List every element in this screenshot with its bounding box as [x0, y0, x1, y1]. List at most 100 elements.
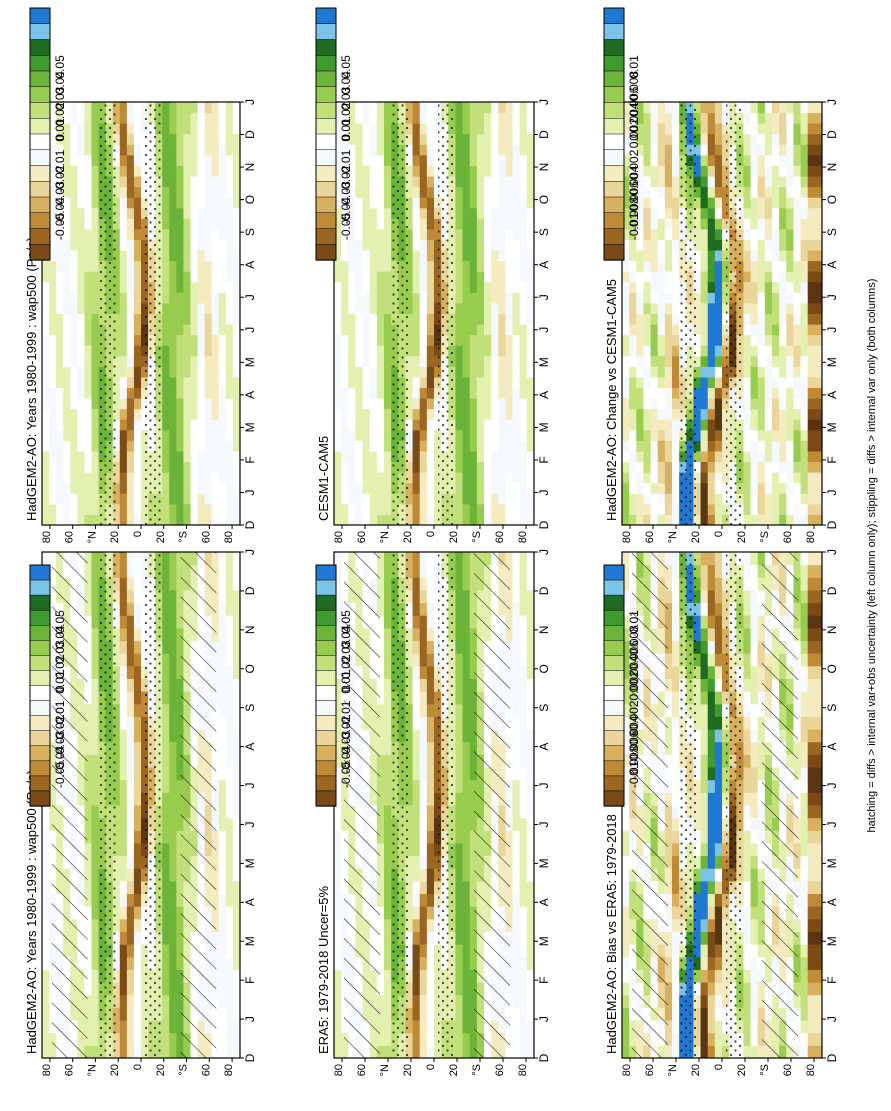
- heatmap-cell: [334, 893, 342, 907]
- heatmap-cell: [491, 493, 499, 505]
- heatmap-cell: [218, 653, 227, 667]
- heatmap-cell: [526, 514, 535, 526]
- stippling-nh: [97, 552, 118, 1058]
- x-tick-label: F: [537, 976, 551, 983]
- heatmap-cell: [126, 387, 135, 399]
- heatmap-cell: [526, 602, 535, 616]
- heatmap-cell: [505, 218, 514, 230]
- heatmap-cell: [162, 589, 170, 604]
- colorbar-swatch: [315, 685, 337, 702]
- heatmap-cell: [362, 461, 371, 473]
- heatmap-cell: [476, 281, 485, 293]
- colorbar-label: -0.02: [339, 165, 353, 193]
- heatmap-cell: [376, 461, 385, 473]
- heatmap-cell: [49, 292, 57, 304]
- heatmap-cell: [225, 855, 234, 869]
- heatmap-cell: [412, 493, 421, 505]
- heatmap-cell: [455, 678, 464, 692]
- heatmap-cell: [498, 461, 506, 473]
- heatmap-cell: [141, 355, 149, 367]
- heatmap-cell: [225, 691, 234, 705]
- heatmap-cell: [469, 440, 478, 452]
- heatmap-cell: [505, 503, 514, 515]
- heatmap-cell: [232, 969, 241, 983]
- heatmap-cell: [334, 281, 342, 293]
- heatmap-cell: [434, 112, 442, 124]
- heatmap-cell: [133, 112, 142, 124]
- heatmap-cell: [218, 398, 227, 410]
- heatmap-cell: [505, 165, 514, 177]
- heatmap-cell: [91, 440, 100, 452]
- heatmap-cell: [119, 716, 128, 730]
- heatmap-cell: [141, 514, 149, 526]
- heatmap-cell: [133, 514, 142, 526]
- heatmap-cell: [133, 703, 142, 717]
- heatmap-cell: [376, 450, 385, 463]
- heatmap-cell: [412, 102, 421, 114]
- heatmap-cell: [512, 123, 521, 135]
- heatmap-cell: [519, 461, 528, 473]
- heatmap-cell: [225, 956, 234, 970]
- heatmap-cell: [225, 1007, 234, 1021]
- heatmap-cell: [204, 482, 213, 494]
- heatmap-cell: [225, 931, 234, 945]
- heatmap-cell: [512, 260, 521, 272]
- heatmap-cell: [526, 292, 535, 304]
- heatmap-cell: [384, 450, 392, 463]
- heatmap-cell: [77, 514, 85, 526]
- heatmap-cell: [126, 112, 135, 124]
- heatmap-cell: [526, 691, 535, 705]
- heatmap-cell: [376, 398, 385, 410]
- heatmap-cell: [419, 589, 428, 604]
- heatmap-cell: [462, 472, 471, 484]
- heatmap-cell: [498, 313, 506, 325]
- colorbar-label: 0: [339, 134, 353, 141]
- heatmap-cell: [412, 779, 421, 793]
- heatmap-cell: [169, 640, 177, 654]
- heatmap-cell: [91, 906, 100, 920]
- heatmap-cell: [197, 366, 206, 378]
- heatmap-cell: [362, 207, 371, 219]
- heatmap-cell: [232, 944, 241, 958]
- heatmap-cell: [42, 419, 50, 431]
- heatmap-cell: [169, 982, 177, 996]
- heatmap-cell: [91, 165, 100, 177]
- heatmap-cell: [141, 366, 149, 378]
- heatmap-cell: [133, 691, 142, 705]
- heatmap-cell: [84, 324, 92, 336]
- heatmap-cell: [225, 440, 234, 452]
- heatmap-cell: [218, 1020, 227, 1034]
- heatmap-cell: [455, 754, 464, 768]
- colorbar-swatch: [29, 655, 51, 672]
- heatmap-cell: [197, 419, 206, 431]
- heatmap-cell: [455, 472, 464, 484]
- heatmap-cell: [519, 678, 528, 692]
- heatmap-cell: [176, 906, 184, 920]
- heatmap-cell: [42, 830, 50, 844]
- heatmap-cell: [622, 944, 630, 958]
- heatmap-cell: [334, 994, 342, 1008]
- heatmap-cell: [141, 429, 149, 441]
- heatmap-cell: [232, 994, 241, 1008]
- heatmap-cell: [42, 855, 50, 869]
- heatmap-cell: [84, 779, 92, 793]
- heatmap-cell: [141, 640, 149, 654]
- heatmap-cell: [169, 767, 177, 781]
- colorbar-swatch: [29, 715, 51, 732]
- heatmap-cell: [218, 982, 227, 996]
- heatmap-cell: [84, 144, 92, 156]
- heatmap-cell: [211, 461, 220, 473]
- heatmap-cell: [512, 893, 521, 907]
- heatmap-cell: [469, 640, 478, 654]
- heatmap-cell: [84, 207, 92, 219]
- heatmap-cell: [369, 176, 378, 188]
- heatmap-cell: [141, 893, 149, 907]
- heatmap-cell: [218, 893, 227, 907]
- heatmap-cell: [225, 112, 234, 124]
- heatmap-cell: [519, 1020, 528, 1034]
- heatmap-cell: [519, 1045, 528, 1059]
- heatmap-cell: [419, 239, 428, 251]
- stippling-sh: [144, 552, 161, 1058]
- heatmap-cell: [169, 281, 177, 293]
- heatmap-cell: [334, 691, 342, 705]
